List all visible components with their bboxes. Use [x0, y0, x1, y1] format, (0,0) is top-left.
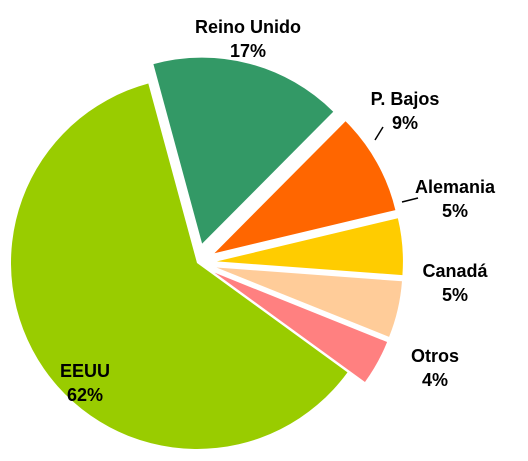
- slice-label: Canadá: [422, 261, 488, 281]
- pie-slice: [216, 267, 402, 337]
- slice-value: 62%: [67, 385, 103, 405]
- slice-label: P. Bajos: [371, 89, 440, 109]
- pie-slice: [11, 83, 348, 449]
- slice-value: 9%: [392, 113, 418, 133]
- slice-label: Otros: [411, 346, 459, 366]
- leader-line: [374, 126, 384, 141]
- slice-value: 4%: [422, 370, 448, 390]
- slice-value: 17%: [230, 41, 266, 61]
- slice-value: 5%: [442, 285, 468, 305]
- slice-label: EEUU: [60, 361, 110, 381]
- slice-label: Alemania: [415, 177, 496, 197]
- leader-line: [401, 197, 419, 203]
- pie-slice: [214, 272, 388, 383]
- pie-slice: [216, 218, 403, 276]
- slice-value: 5%: [442, 201, 468, 221]
- slice-label: Reino Unido: [195, 17, 301, 37]
- pie-slice: [214, 121, 396, 254]
- pie-slice: [153, 57, 334, 244]
